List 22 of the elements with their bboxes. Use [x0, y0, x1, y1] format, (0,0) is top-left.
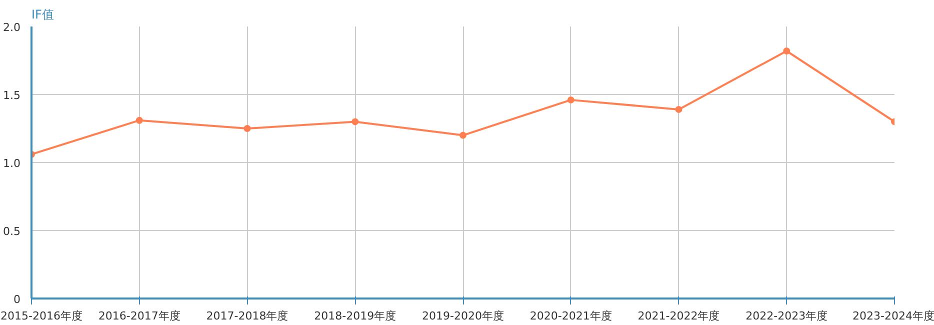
x-tick-label: 2018-2019年度 — [314, 310, 396, 322]
x-tick-label: 2016-2017年度 — [98, 310, 180, 322]
y-tick-label: 1.5 — [3, 89, 21, 102]
x-tick-label: 2022-2023年度 — [746, 310, 828, 322]
point — [460, 132, 466, 139]
point — [244, 125, 251, 132]
x-tick-label: 2021-2022年度 — [638, 310, 720, 322]
y-tick-label: 2.0 — [3, 21, 21, 34]
point — [567, 96, 574, 104]
x-tick-label: 2023-2024年度 — [852, 310, 934, 322]
y-tick-label: 1.0 — [3, 157, 21, 170]
y-tick-label: 0.5 — [3, 225, 21, 238]
y-axis-title: IF值 — [32, 8, 54, 22]
x-tick-label: 2020-2021年度 — [530, 310, 612, 322]
point — [675, 106, 682, 113]
point — [352, 118, 359, 126]
point — [783, 47, 790, 54]
x-tick-label: 2019-2020年度 — [422, 310, 504, 322]
x-tick-label: 2017-2018年度 — [206, 310, 288, 322]
point — [136, 116, 143, 124]
y-tick-label: 0 — [14, 293, 20, 306]
x-tick-label: 2015-2016年度 — [0, 310, 82, 322]
